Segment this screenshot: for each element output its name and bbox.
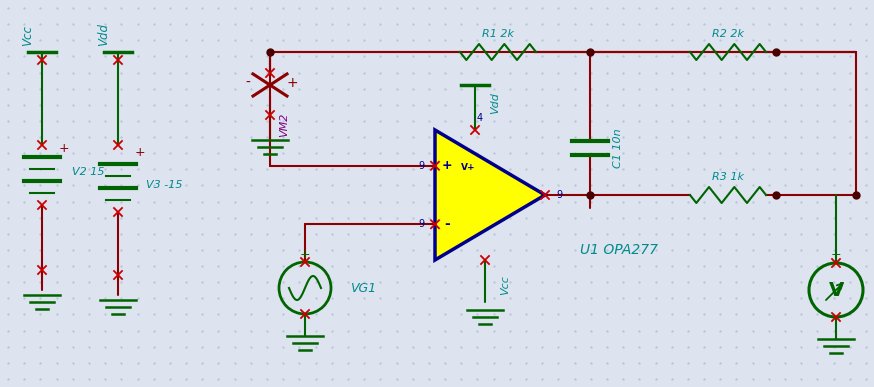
Text: Vdd: Vdd [98,24,110,46]
Text: -: - [246,76,251,90]
Text: V2 15: V2 15 [72,167,105,177]
Text: 9: 9 [418,219,424,229]
Text: +: + [135,147,145,159]
Text: -: - [444,217,450,231]
Text: +: + [286,76,298,90]
Text: R2 2k: R2 2k [712,29,744,39]
Text: Vdd: Vdd [490,92,500,114]
Text: C1 10n: C1 10n [613,128,623,168]
Text: VG1: VG1 [350,281,376,295]
Text: Vcc: Vcc [22,24,34,46]
Text: R1 2k: R1 2k [482,29,514,39]
Text: +: + [441,159,453,172]
Text: V: V [829,281,843,300]
Text: Vcc: Vcc [500,275,510,295]
Text: R3 1k: R3 1k [712,172,744,182]
Text: 9: 9 [556,190,562,200]
Text: V+: V+ [461,163,475,172]
Text: U1 OPA277: U1 OPA277 [580,243,658,257]
Polygon shape [435,130,545,260]
Text: V3 -15: V3 -15 [146,180,183,190]
Text: VM2: VM2 [279,113,289,137]
Text: VM1: VM1 [872,301,874,315]
Text: +: + [830,248,842,262]
Text: +: + [300,248,310,260]
Text: 9: 9 [418,161,424,171]
Text: 4: 4 [477,113,483,123]
Text: +: + [59,142,69,154]
